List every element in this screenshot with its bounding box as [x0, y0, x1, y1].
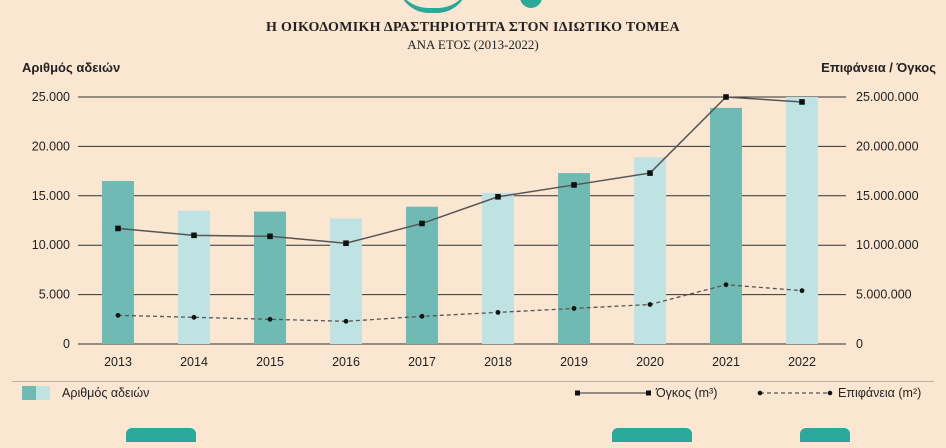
- lines-layer: [115, 94, 805, 324]
- area-line: [117, 284, 803, 322]
- legend-swatch-light: [36, 386, 50, 400]
- x-tick-label: 2014: [180, 355, 208, 369]
- legend-item-bars: Αριθμός αδειών: [22, 386, 149, 400]
- y-axis-left-label: Αριθμός αδειών: [22, 60, 121, 75]
- decorative-arc: [398, 0, 468, 13]
- chart-title: Η ΟΙΚΟΔΟΜΙΚΗ ΔΡΑΣΤΗΡΙΟΤΗΤΑ ΣΤΟΝ ΙΔΙΩΤΙΚΟ…: [266, 20, 680, 35]
- y-tick-label-right: 25.000.000: [856, 90, 919, 104]
- bar-2018: [482, 192, 514, 344]
- area-point-2014: [191, 314, 197, 320]
- volume-point-2018: [495, 193, 501, 200]
- decorative-dot: [520, 0, 542, 8]
- y-tick-label-left: 10.000: [32, 238, 70, 252]
- area-point-2021: [723, 282, 729, 288]
- area-point-2017: [419, 313, 425, 319]
- bar-2019: [558, 173, 590, 344]
- volume-point-2014: [191, 232, 197, 239]
- legend-area-label: Επιφάνεια (m²): [838, 386, 922, 400]
- y-tick-label-right: 15.000.000: [856, 189, 919, 203]
- bar-2021: [710, 107, 742, 344]
- chart-subtitle: ΑΝΑ ΕΤΟΣ (2013-2022): [407, 37, 539, 52]
- area-point-2020: [647, 302, 653, 307]
- bar-2022: [786, 97, 818, 344]
- y-tick-label-right: 10.000.000: [856, 238, 919, 252]
- x-tick-label: 2021: [712, 355, 740, 369]
- y-axis-right-label: Επιφάνεια / Όγκος: [821, 60, 936, 75]
- x-tick-label: 2020: [636, 355, 664, 369]
- bar-2013: [102, 180, 134, 344]
- legend-bars-label: Αριθμός αδειών: [62, 386, 150, 400]
- volume-point-2015: [267, 233, 273, 240]
- volume-point-2016: [343, 240, 349, 247]
- x-tick-label: 2019: [560, 355, 588, 369]
- volume-point-2019: [571, 182, 577, 188]
- x-tick-label: 2018: [484, 355, 512, 369]
- x-tick-label: 2016: [332, 355, 360, 369]
- y-tick-label-left: 5.000: [39, 288, 70, 302]
- legend-divider: [12, 381, 934, 382]
- legend-swatch-dark: [22, 386, 36, 400]
- y-tick-label-left: 20.000: [32, 139, 70, 153]
- y-tick-label-right: 0: [856, 337, 863, 351]
- x-tick-label: 2017: [408, 355, 436, 369]
- volume-line: [117, 96, 803, 244]
- labels-layer: 0 5.000 10.000 15.000 20.000 25.000 0 5.000.000…: [32, 90, 919, 369]
- y-tick-label-right: 20.000.000: [856, 139, 919, 153]
- area-point-2022: [799, 288, 805, 294]
- bottom-decoration: [0, 428, 946, 448]
- area-point-2015: [267, 316, 273, 322]
- area-point-2018: [495, 309, 501, 315]
- bar-2020: [634, 157, 666, 344]
- x-tick-label: 2015: [256, 355, 284, 369]
- legend-item-area: Επιφάνεια (m²): [756, 386, 921, 400]
- volume-point-2013: [115, 225, 121, 232]
- legend-volume-line-icon: [575, 390, 651, 396]
- volume-point-2017: [419, 220, 425, 227]
- y-tick-label-right: 5.000.000: [856, 288, 912, 302]
- legend-item-volume: Όγκος (m³): [574, 386, 717, 400]
- bar-2017: [406, 206, 438, 344]
- legend-volume-label: Όγκος (m³): [656, 386, 718, 400]
- volume-point-2022: [799, 99, 805, 105]
- y-tick-label-left: 15.000: [32, 189, 70, 203]
- volume-point-2021: [723, 94, 729, 100]
- bar-2016: [330, 218, 362, 344]
- y-tick-label-left: 0: [63, 337, 70, 351]
- area-point-2013: [115, 312, 121, 318]
- x-tick-label: 2022: [788, 355, 816, 369]
- bar-2014: [178, 210, 210, 344]
- volume-point-2020: [647, 170, 653, 176]
- area-point-2019: [571, 306, 577, 311]
- y-tick-label-left: 25.000: [32, 90, 70, 104]
- bars-layer: [102, 97, 818, 344]
- area-point-2016: [343, 318, 349, 324]
- x-tick-label: 2013: [104, 355, 132, 369]
- bar-2015: [254, 211, 286, 344]
- legend-area-line-icon: [757, 390, 833, 396]
